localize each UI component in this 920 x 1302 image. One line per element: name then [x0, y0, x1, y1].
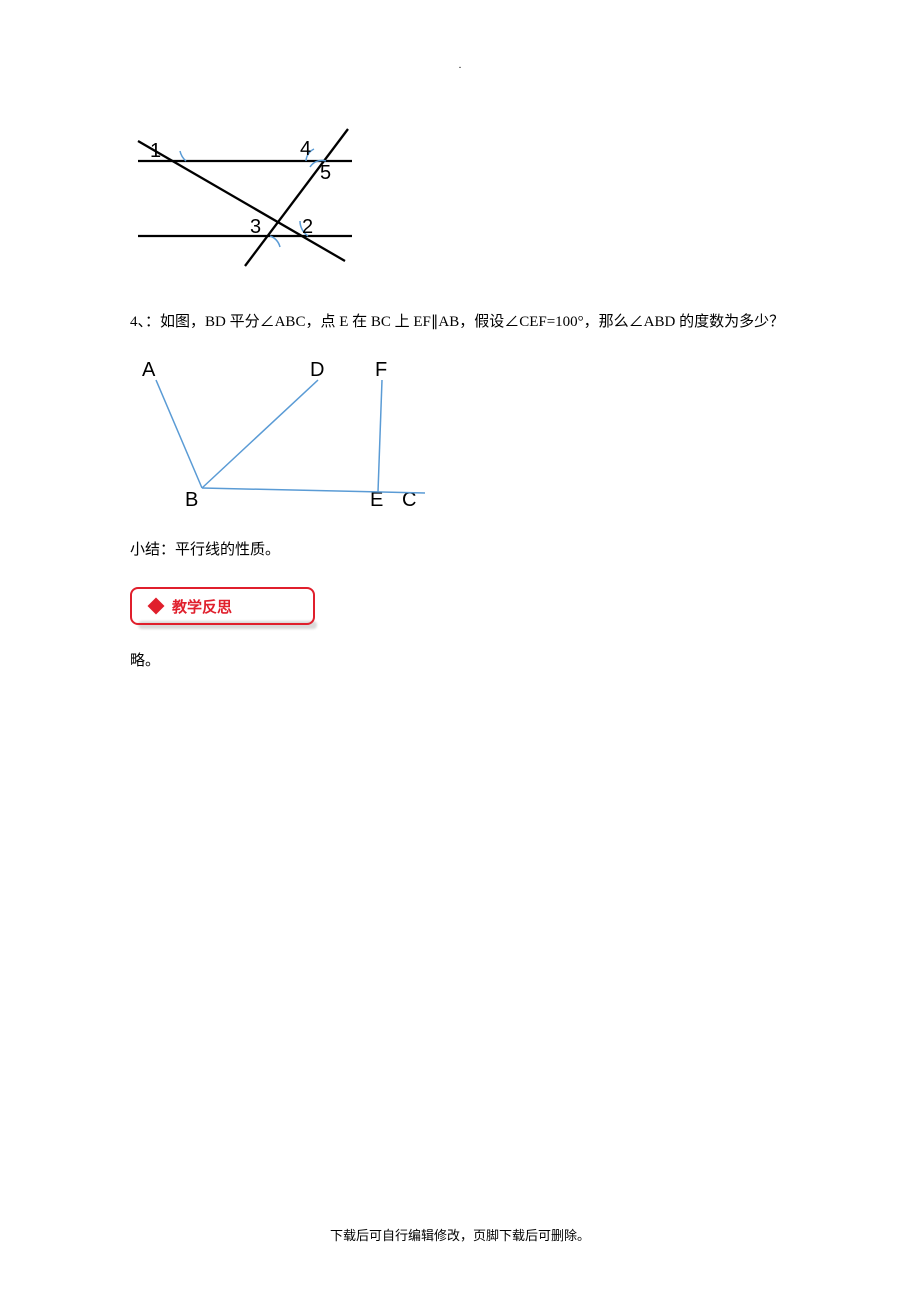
top-marker: . — [130, 60, 790, 71]
callout-shadow — [138, 621, 317, 629]
summary-line: 小结：平行线的性质。 — [130, 535, 790, 565]
problem-number: 4、 — [130, 314, 145, 330]
diamond-icon — [148, 598, 165, 615]
fig2-label-B: B — [185, 489, 198, 511]
fig2-label-A: A — [142, 359, 156, 381]
callout-label: 教学反思 — [172, 596, 232, 617]
fig1-label-3: 3 — [250, 216, 261, 238]
page-content: . 1 4 5 3 2 4、：如图，BD 平分∠ABC，点 E 在 BC 上 E… — [0, 0, 920, 670]
final-text: 略。 — [130, 649, 790, 670]
callout-teaching-reflection: 教学反思 — [130, 587, 315, 625]
fig1-label-1: 1 — [150, 140, 161, 162]
figure-1-angles: 1 4 5 3 2 — [130, 111, 360, 271]
fig2-label-D: D — [310, 359, 324, 381]
fig1-label-4: 4 — [300, 138, 311, 160]
fig1-label-2: 2 — [302, 216, 313, 238]
page-footer: 下载后可自行编辑修改，页脚下载后可删除。 — [0, 1225, 920, 1244]
fig1-label-5: 5 — [320, 162, 331, 184]
fig2-label-F: F — [375, 359, 387, 381]
problem-4-text: 4、：如图，BD 平分∠ABC，点 E 在 BC 上 EF∥AB，假设∠CEF=… — [130, 304, 790, 340]
problem-body: ：如图，BD 平分∠ABC，点 E 在 BC 上 EF∥AB，假设∠CEF=10… — [145, 314, 784, 330]
figure-2-triangle: A D F B E C — [130, 348, 460, 518]
